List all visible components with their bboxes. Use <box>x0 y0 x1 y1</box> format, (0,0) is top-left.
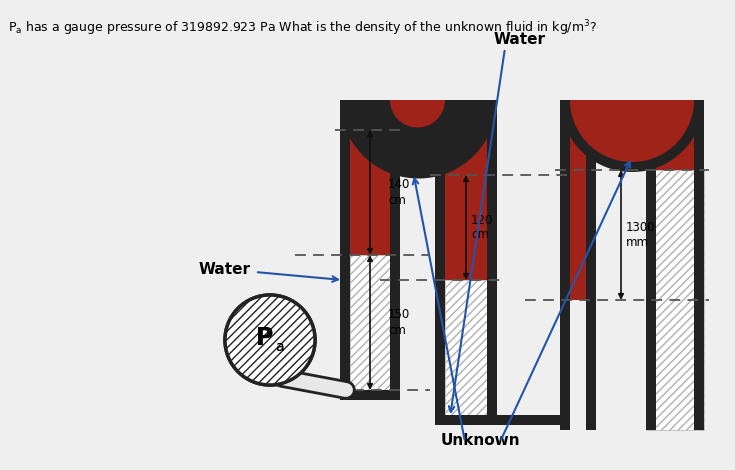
Bar <box>646 100 656 430</box>
Text: 150
cm: 150 cm <box>388 308 410 337</box>
Text: Water: Water <box>199 263 251 277</box>
Text: P: P <box>257 326 273 350</box>
Bar <box>340 100 350 390</box>
Bar <box>340 100 350 390</box>
Circle shape <box>225 295 315 385</box>
Bar <box>586 100 596 430</box>
Bar <box>340 390 400 400</box>
Bar <box>646 100 704 170</box>
Bar <box>435 415 497 425</box>
Bar <box>497 415 560 425</box>
Text: 1300
mm: 1300 mm <box>626 221 656 249</box>
Bar <box>350 100 390 255</box>
Bar <box>390 100 400 390</box>
Bar <box>487 100 497 415</box>
Text: 120
cm: 120 cm <box>471 213 493 242</box>
Polygon shape <box>560 100 704 172</box>
Bar <box>350 255 390 390</box>
Text: 140
cm: 140 cm <box>388 179 410 206</box>
Bar <box>435 100 445 415</box>
Bar <box>390 100 400 390</box>
Text: a: a <box>275 340 283 354</box>
Bar <box>646 100 656 430</box>
Polygon shape <box>570 100 694 162</box>
Polygon shape <box>390 100 445 127</box>
Bar <box>445 280 487 415</box>
Bar <box>560 100 570 430</box>
Bar <box>586 100 596 430</box>
Text: $\mathregular{P_a}$ has a gauge pressure of 319892.923 Pa What is the density of: $\mathregular{P_a}$ has a gauge pressure… <box>8 18 597 38</box>
Polygon shape <box>340 100 497 179</box>
Text: Water: Water <box>494 32 546 47</box>
Bar <box>560 100 570 430</box>
Bar <box>435 100 445 415</box>
Bar <box>340 390 400 400</box>
Bar <box>435 415 497 425</box>
Circle shape <box>225 295 315 385</box>
Bar <box>646 170 704 430</box>
Bar <box>445 100 487 280</box>
Bar <box>694 100 704 430</box>
Bar <box>694 100 704 430</box>
Text: a: a <box>275 340 283 354</box>
Text: Unknown: Unknown <box>440 433 520 448</box>
Bar <box>487 100 497 415</box>
Bar <box>560 100 596 300</box>
Text: P: P <box>257 326 273 350</box>
